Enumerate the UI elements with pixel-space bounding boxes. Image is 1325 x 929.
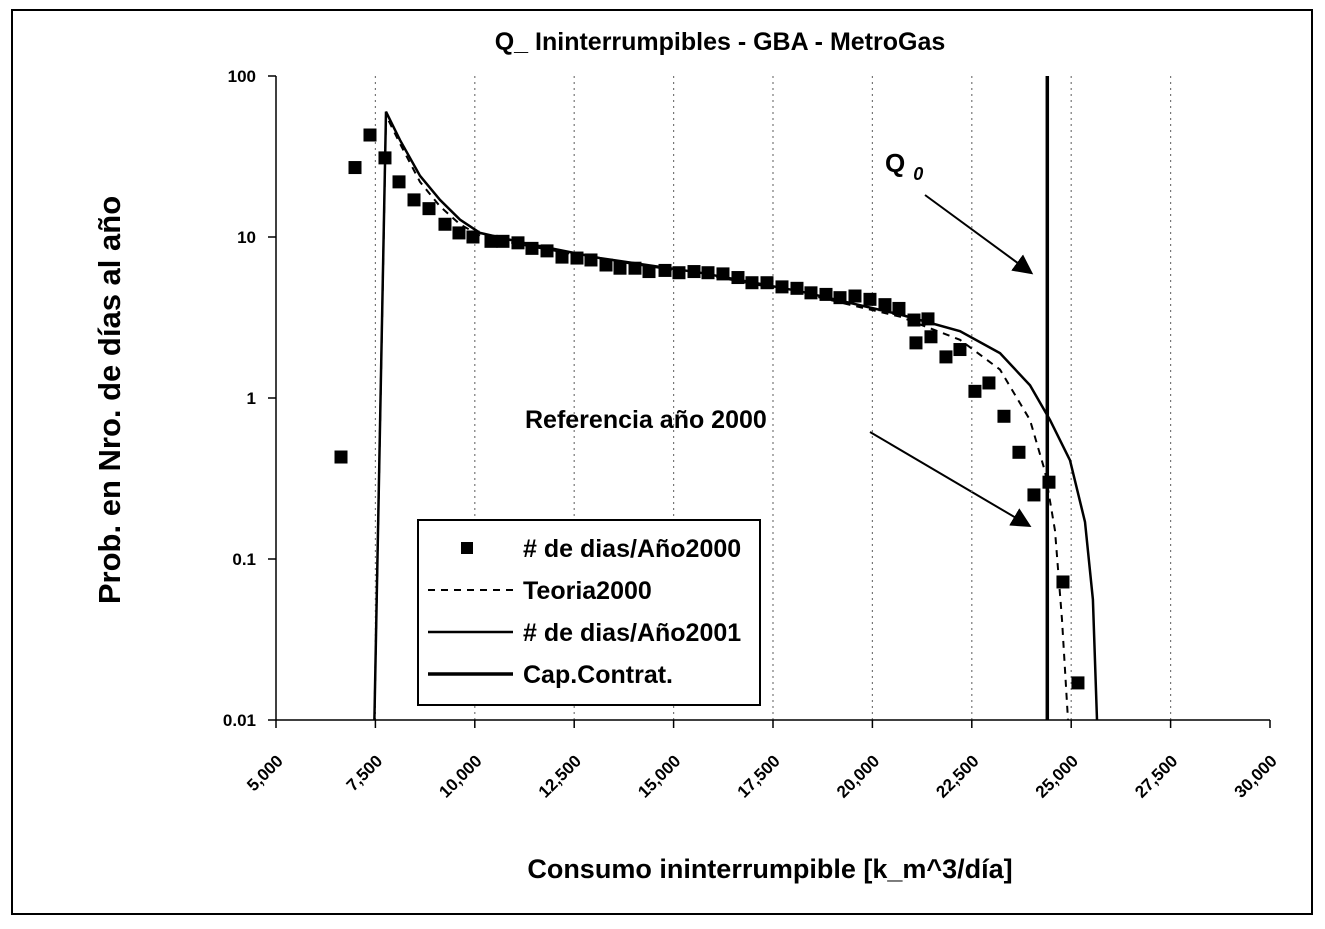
legend-label: # de dias/Año2001 — [523, 619, 741, 647]
x-axis-label: Consumo ininterrumpible [k_m^3/día] — [527, 854, 1012, 884]
y-tick-label: 0.01 — [223, 711, 256, 730]
data-point — [863, 292, 877, 306]
data-point — [334, 450, 348, 464]
data-point — [968, 384, 982, 398]
x-tick-label: 27,500 — [1131, 751, 1181, 801]
y-tick-label: 1 — [247, 389, 256, 408]
frame — [11, 9, 1313, 915]
legend-label: Cap.Contrat. — [523, 661, 673, 689]
data-point — [555, 250, 569, 264]
data-point — [438, 217, 452, 231]
annotation-text: Q — [885, 148, 905, 178]
data-point — [452, 226, 466, 240]
data-point — [348, 161, 362, 175]
data-point — [953, 343, 967, 357]
data-point — [407, 193, 421, 207]
data-point — [613, 261, 627, 275]
y-tick-label: 10 — [237, 228, 256, 247]
x-tick-label: 20,000 — [833, 751, 883, 801]
x-tick-label: 17,500 — [734, 751, 784, 801]
data-point — [982, 376, 996, 390]
data-point — [392, 175, 406, 189]
data-point — [1012, 445, 1026, 459]
chart-title: Q_ Ininterrumpibles - GBA - MetroGas — [495, 28, 946, 56]
data-point — [422, 202, 436, 216]
annotation-sub: 0 — [913, 164, 923, 184]
data-point — [997, 409, 1011, 423]
data-point — [363, 128, 377, 142]
y-tick-label: 0.1 — [232, 550, 256, 569]
x-tick-label: 7,500 — [343, 751, 387, 795]
arrow — [869, 431, 1032, 528]
x-tick-label: 30,000 — [1231, 751, 1281, 801]
data-point — [628, 261, 642, 275]
x-tick-label: 25,000 — [1032, 751, 1082, 801]
x-tick-label: 22,500 — [932, 751, 982, 801]
legend-label: # de dias/Año2000 — [523, 535, 741, 563]
data-point — [642, 265, 656, 279]
data-point — [892, 301, 906, 315]
data-point — [939, 350, 953, 364]
series-line — [373, 111, 1099, 721]
data-point — [1071, 676, 1085, 690]
data-point — [878, 298, 892, 312]
legend-marker — [461, 542, 473, 554]
y-tick-label: 100 — [228, 67, 256, 86]
data-point — [1027, 488, 1041, 502]
series-line — [373, 114, 1069, 721]
x-tick-label: 10,000 — [435, 751, 485, 801]
arrow — [924, 194, 1034, 275]
annotation: Referencia año 2000 — [525, 406, 767, 434]
data-point — [599, 258, 613, 272]
data-point — [924, 330, 938, 344]
y-axis-label: Prob. en Nro. de días al año — [92, 196, 127, 604]
data-point — [909, 336, 923, 350]
x-tick-label: 5,000 — [243, 751, 287, 795]
data-point — [848, 289, 862, 303]
x-tick-label: 15,000 — [634, 751, 684, 801]
x-tick-label: 12,500 — [535, 751, 585, 801]
legend-label: Teoria2000 — [523, 577, 652, 605]
